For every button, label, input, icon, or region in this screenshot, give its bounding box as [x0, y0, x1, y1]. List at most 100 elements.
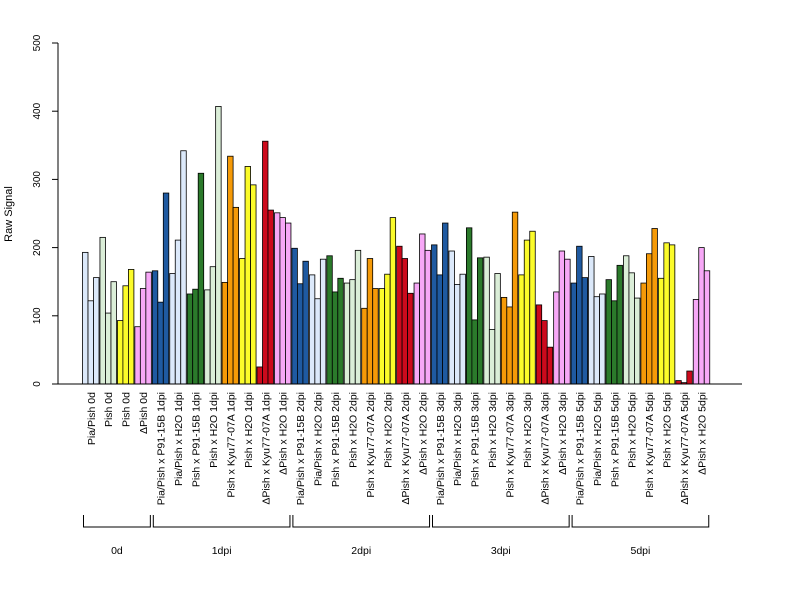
bars [82, 106, 711, 385]
category-label: Pish x P91-15B 1dpi [190, 392, 202, 487]
bar [576, 245, 583, 385]
bar [529, 230, 536, 385]
bar [558, 250, 566, 385]
bar [535, 304, 543, 385]
bar [419, 233, 426, 385]
category-label: Pia/Pish x P91-15B 1dpi [156, 392, 168, 505]
bar [204, 289, 211, 385]
category-label: Pish x H2O 2dpi [382, 392, 394, 468]
bar [389, 217, 397, 385]
bar [431, 244, 438, 385]
bar [308, 274, 316, 385]
bar [110, 281, 117, 385]
bar [424, 249, 431, 385]
group-brackets: 0d 1dpi 2dpi 3dpi 5dpi [83, 515, 710, 557]
y-tick-label: 0 [32, 381, 43, 387]
bar [570, 282, 577, 385]
bar [523, 239, 531, 385]
category-label: Pish x Kyu77-07A 5dpi [644, 392, 656, 498]
bar [442, 222, 449, 385]
bar [465, 227, 473, 385]
bar [518, 274, 525, 385]
category-label: Pia/Pish x P91-15B 3dpi [435, 392, 447, 505]
bar [302, 260, 309, 385]
group-label: 1dpi [212, 545, 232, 557]
y-tick-label: 500 [32, 34, 43, 51]
y-axis-title: Raw Signal [3, 186, 15, 242]
category-label: Pish x P91-15B 5dpi [609, 392, 621, 487]
category-label: Pia/Pish x H2O 3dpi [452, 392, 464, 486]
category-label: ΔPish 0d [138, 392, 150, 434]
bar [611, 300, 618, 385]
category-label: ΔPish x H2O 5dpi [697, 392, 709, 475]
group-label: 0d [111, 545, 123, 557]
bar [494, 273, 501, 385]
bar [117, 320, 124, 385]
bar [616, 264, 623, 385]
bar [239, 258, 246, 385]
category-label: Pish x P91-15B 3dpi [470, 392, 482, 487]
bar [459, 273, 466, 385]
bar [384, 273, 391, 385]
category-label: Pia/Pish x H2O 2dpi [313, 392, 325, 486]
bar [511, 211, 519, 385]
bar [396, 245, 403, 385]
y-tick-label: 100 [32, 307, 43, 324]
bar [628, 272, 635, 385]
bar [640, 282, 647, 385]
bar [668, 244, 676, 385]
bar [186, 293, 194, 385]
group-label: 2dpi [351, 545, 371, 557]
bar [326, 255, 333, 385]
bar [145, 271, 152, 385]
bar [244, 166, 251, 385]
category-label: Pia/Pish x H2O 5dpi [592, 392, 604, 486]
bar [634, 297, 641, 385]
bar [151, 270, 159, 385]
category-label: Pia/Pish 0d [86, 392, 98, 445]
category-label: Pish x H2O 1dpi [243, 392, 255, 468]
bar [192, 288, 199, 385]
group-bracket [571, 515, 710, 528]
group-bracket [152, 515, 291, 528]
bar [256, 366, 263, 385]
bar [686, 370, 693, 385]
bar [162, 192, 170, 385]
bar [174, 239, 182, 385]
category-label: Pia/Pish x P91-15B 2dpi [295, 392, 307, 505]
category-label: Pish x Kyu77-07A 2dpi [365, 392, 377, 498]
bar [657, 277, 665, 385]
bar [407, 292, 414, 385]
y-tick-label: 300 [32, 171, 43, 188]
bar [87, 300, 94, 385]
bar [553, 291, 560, 385]
bar [703, 270, 711, 385]
group-label: 3dpi [491, 545, 511, 557]
bar [279, 217, 286, 385]
bar [378, 288, 386, 385]
bar [337, 277, 344, 385]
category-label: Pish x H2O 3dpi [522, 392, 534, 468]
y-tick-label: 400 [32, 102, 43, 119]
category-label: Pish x H2O 1dpi [208, 392, 220, 468]
bar [296, 283, 304, 385]
category-label: ΔPish x Kyu77-07A 5dpi [679, 392, 691, 505]
category-label: Pish x H2O 5dpi [662, 392, 674, 468]
bar [319, 258, 327, 385]
bar [343, 282, 351, 385]
bar [274, 212, 281, 385]
category-label: ΔPish x H2O 3dpi [557, 392, 569, 475]
category-label: Pish x Kyu77-07A 1dpi [225, 392, 237, 498]
category-label: Pish x P91-15B 2dpi [330, 392, 342, 487]
bar [215, 106, 222, 385]
category-label: Pish x H2O 2dpi [348, 392, 360, 468]
bar [354, 249, 362, 385]
bar [372, 288, 379, 385]
bar [593, 296, 600, 385]
bar [605, 279, 612, 385]
category-label: ΔPish x H2O 2dpi [417, 392, 429, 475]
bar [476, 257, 484, 385]
bar [209, 266, 217, 385]
bar [663, 242, 670, 385]
category-label: ΔPish x Kyu77-07A 3dpi [539, 392, 551, 505]
